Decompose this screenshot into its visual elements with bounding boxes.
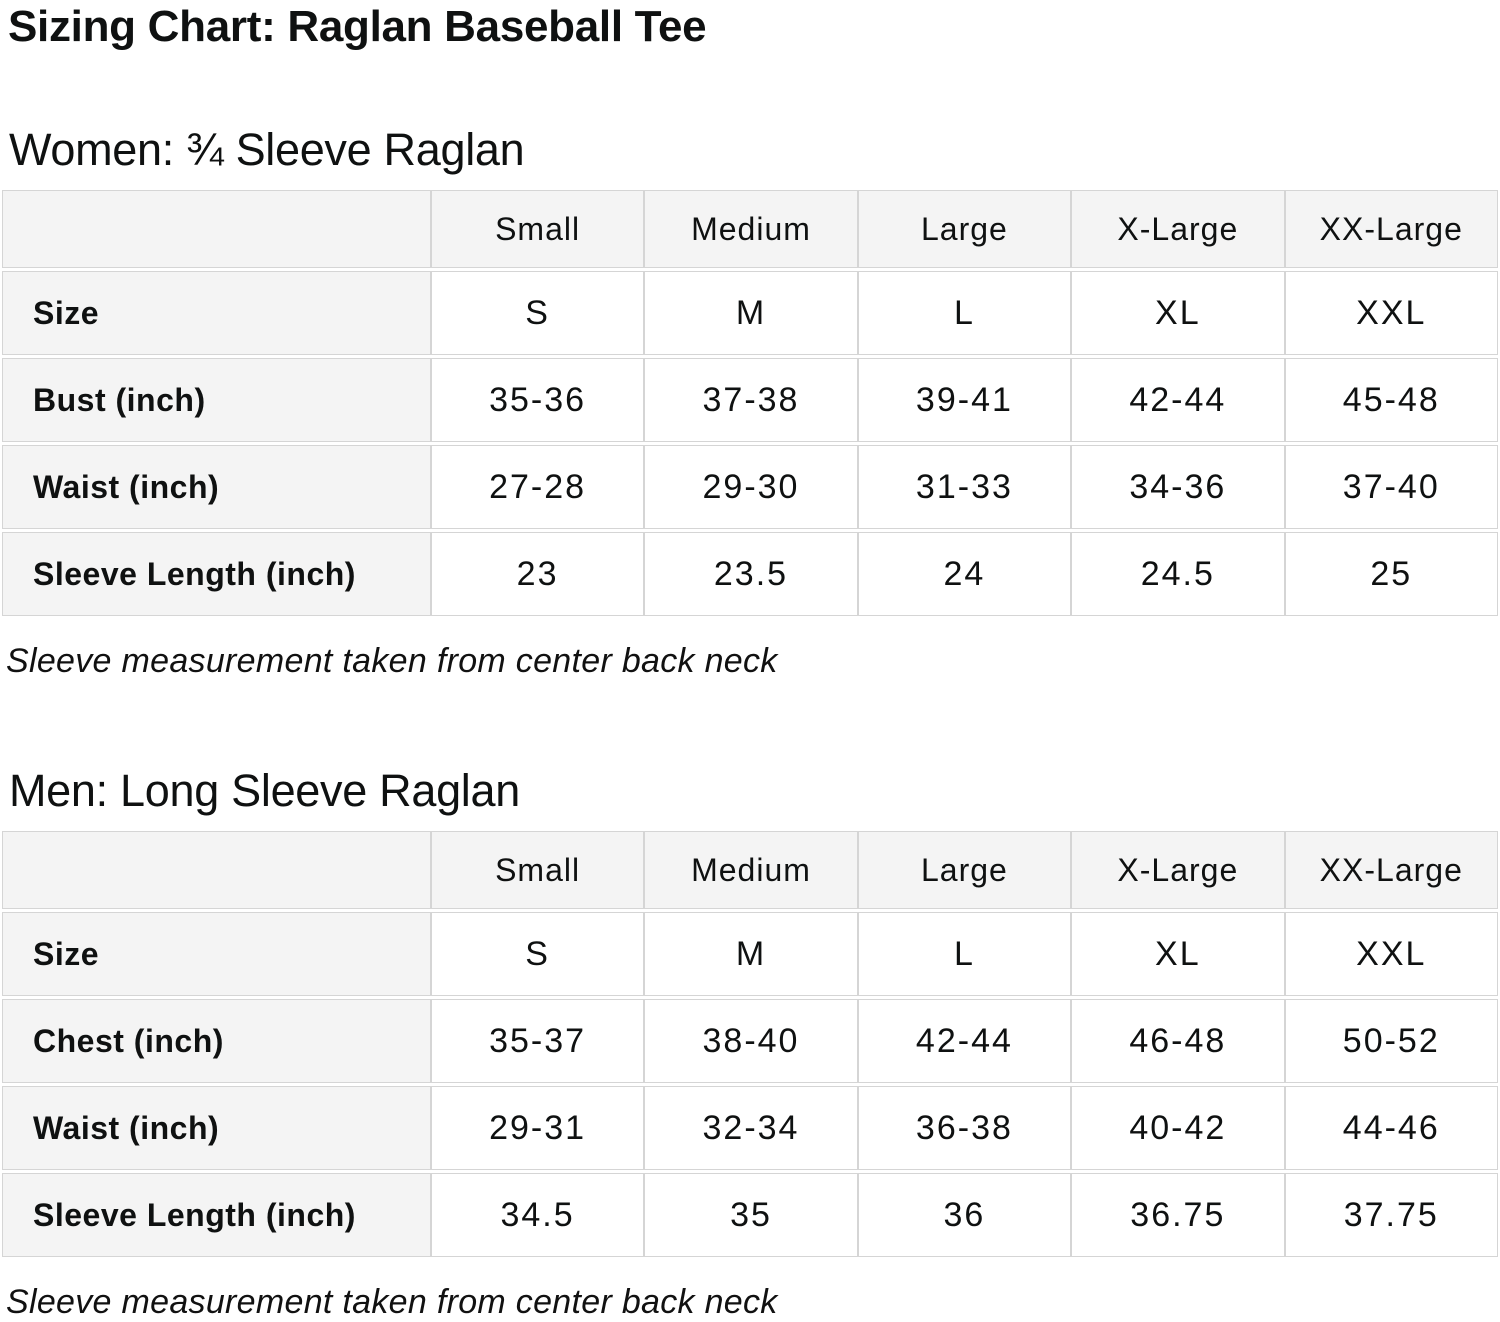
table-cell: 34-36	[1071, 445, 1285, 529]
table-cell: 42-44	[857, 999, 1072, 1083]
table-cell: 36	[857, 1173, 1072, 1257]
men-section: Men: Long Sleeve Raglan Small Medium Lar…	[0, 765, 1500, 1322]
table-cell: M	[644, 912, 858, 996]
table-cell: 34.5	[430, 1173, 645, 1257]
men-row-size: Size S M L XL XXL	[2, 912, 1498, 996]
table-cell: 35	[644, 1173, 858, 1257]
table-cell: 23.5	[644, 532, 858, 616]
women-sleeve-note: Sleeve measurement taken from center bac…	[6, 642, 778, 680]
table-cell: 25	[1284, 532, 1498, 616]
row-label: Size	[2, 912, 431, 996]
table-cell: L	[857, 912, 1072, 996]
table-cell: 45-48	[1284, 358, 1498, 442]
column-header-medium: Medium	[644, 831, 858, 909]
table-cell: M	[644, 271, 858, 355]
women-section: Women: ¾ Sleeve Raglan Small Medium Larg…	[0, 124, 1500, 681]
corner-cell	[2, 831, 431, 909]
page-title: Sizing Chart: Raglan Baseball Tee	[8, 2, 707, 51]
column-header-x-large: X-Large	[1071, 831, 1285, 909]
table-cell: XL	[1071, 271, 1285, 355]
column-header-medium: Medium	[644, 190, 858, 268]
row-label: Sleeve Length (inch)	[2, 1173, 431, 1257]
table-cell: 42-44	[1071, 358, 1285, 442]
table-cell: 36.75	[1071, 1173, 1285, 1257]
men-row-waist: Waist (inch) 29-31 32-34 36-38 40-42 44-…	[2, 1086, 1498, 1170]
column-header-large: Large	[857, 190, 1072, 268]
row-label: Chest (inch)	[2, 999, 431, 1083]
table-cell: 29-30	[644, 445, 858, 529]
table-cell: 27-28	[430, 445, 645, 529]
column-header-xx-large: XX-Large	[1284, 831, 1498, 909]
row-label: Sleeve Length (inch)	[2, 532, 431, 616]
table-cell: 46-48	[1071, 999, 1285, 1083]
women-row-bust: Bust (inch) 35-36 37-38 39-41 42-44 45-4…	[2, 358, 1498, 442]
men-sizing-table: Small Medium Large X-Large XX-Large Size…	[2, 828, 1498, 1260]
table-cell: 39-41	[857, 358, 1072, 442]
table-cell: 32-34	[644, 1086, 858, 1170]
row-label: Bust (inch)	[2, 358, 431, 442]
women-row-size: Size S M L XL XXL	[2, 271, 1498, 355]
table-cell: 24.5	[1071, 532, 1285, 616]
table-cell: S	[430, 271, 645, 355]
men-table-header-row: Small Medium Large X-Large XX-Large	[2, 831, 1498, 909]
row-label: Waist (inch)	[2, 445, 431, 529]
table-cell: 35-36	[430, 358, 645, 442]
table-cell: 37.75	[1284, 1173, 1498, 1257]
women-table-header-row: Small Medium Large X-Large XX-Large	[2, 190, 1498, 268]
table-cell: XXL	[1284, 912, 1498, 996]
row-label: Size	[2, 271, 431, 355]
women-sizing-table: Small Medium Large X-Large XX-Large Size…	[2, 187, 1498, 619]
table-cell: 31-33	[857, 445, 1072, 529]
column-header-xx-large: XX-Large	[1284, 190, 1498, 268]
table-cell: S	[430, 912, 645, 996]
row-label: Waist (inch)	[2, 1086, 431, 1170]
table-cell: 40-42	[1071, 1086, 1285, 1170]
table-cell: 36-38	[857, 1086, 1072, 1170]
column-header-x-large: X-Large	[1071, 190, 1285, 268]
corner-cell	[2, 190, 431, 268]
table-cell: L	[857, 271, 1072, 355]
table-cell: 38-40	[644, 999, 858, 1083]
table-cell: 35-37	[430, 999, 645, 1083]
table-cell: 23	[430, 532, 645, 616]
table-cell: XL	[1071, 912, 1285, 996]
table-cell: 44-46	[1284, 1086, 1498, 1170]
men-sleeve-note: Sleeve measurement taken from center bac…	[6, 1283, 778, 1321]
men-section-heading: Men: Long Sleeve Raglan	[9, 765, 520, 816]
table-cell: 24	[857, 532, 1072, 616]
table-cell: 37-38	[644, 358, 858, 442]
table-cell: 29-31	[430, 1086, 645, 1170]
column-header-small: Small	[430, 831, 645, 909]
table-cell: 50-52	[1284, 999, 1498, 1083]
table-cell: 37-40	[1284, 445, 1498, 529]
women-row-waist: Waist (inch) 27-28 29-30 31-33 34-36 37-…	[2, 445, 1498, 529]
women-section-heading: Women: ¾ Sleeve Raglan	[9, 124, 525, 175]
column-header-small: Small	[430, 190, 645, 268]
men-row-sleeve-length: Sleeve Length (inch) 34.5 35 36 36.75 37…	[2, 1173, 1498, 1257]
table-cell: XXL	[1284, 271, 1498, 355]
column-header-large: Large	[857, 831, 1072, 909]
men-row-chest: Chest (inch) 35-37 38-40 42-44 46-48 50-…	[2, 999, 1498, 1083]
women-row-sleeve-length: Sleeve Length (inch) 23 23.5 24 24.5 25	[2, 532, 1498, 616]
